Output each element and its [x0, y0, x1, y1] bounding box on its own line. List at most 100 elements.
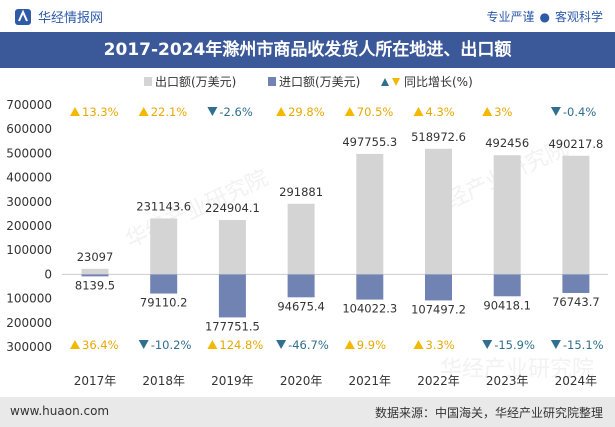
export-growth-label: 4.3%: [426, 105, 455, 119]
data-label-export: 490217.8: [548, 137, 603, 151]
import-growth-label: 9.9%: [357, 338, 386, 352]
bar-import: [81, 274, 109, 277]
bar-export: [493, 155, 521, 275]
huajing-logo-icon: [15, 8, 31, 25]
bar-export: [287, 203, 315, 275]
tagline: 专业严谨 ● 客观科学: [486, 8, 603, 25]
bar-chart: 华经产业研究院华经产业研究院华经产业研究院出口额(万美元)进口额(万美元)同比增…: [6, 75, 608, 388]
data-label-import: 177751.5: [205, 319, 260, 333]
bar-export: [81, 268, 109, 275]
export-growth-label: -0.4%: [563, 105, 596, 119]
growth-up-icon: [482, 107, 493, 116]
legend-swatch-export: [144, 77, 152, 86]
import-growth-label: -46.7%: [288, 338, 329, 352]
x-tick-label: 2021年: [349, 374, 392, 388]
y-tick-label: 300000: [6, 340, 52, 354]
data-label-export: 231143.6: [136, 199, 191, 213]
brand-name: 华经情报网: [38, 11, 104, 26]
data-label-import: 79110.2: [140, 296, 188, 310]
bar-export: [425, 148, 452, 275]
bar-export: [562, 155, 590, 275]
export-growth-label: 13.3%: [82, 105, 119, 119]
growth-up-icon: [70, 107, 80, 116]
legend-label-export: 出口额(万美元): [155, 75, 236, 89]
data-label-export: 224904.1: [205, 201, 260, 215]
growth-up-icon: [138, 107, 149, 116]
x-tick-label: 2024年: [555, 374, 598, 388]
footer-bar: www.huaon.com 数据来源：中国海关，华经产业研究院整理: [0, 397, 615, 427]
y-tick-label: 200000: [6, 219, 52, 233]
data-label-export: 518972.6: [411, 130, 466, 144]
export-growth-label: -2.6%: [219, 105, 252, 119]
legend-up-triangle-icon: [381, 78, 389, 86]
bar-import: [356, 274, 384, 300]
bar-export: [150, 218, 178, 275]
growth-down-icon: [482, 340, 493, 349]
import-growth-label: 124.8%: [219, 338, 263, 352]
growth-down-icon: [138, 340, 149, 349]
data-label-export: 492456: [485, 136, 529, 150]
data-label-import: 107497.2: [411, 302, 466, 316]
x-tick-label: 2017年: [74, 374, 117, 388]
bar-export: [218, 219, 246, 275]
bar-import: [425, 274, 452, 301]
data-label-export: 23097: [77, 250, 114, 264]
growth-down-icon: [207, 107, 218, 116]
data-label-import: 8139.5: [75, 278, 115, 292]
bar-import: [150, 274, 178, 294]
growth-down-icon: [276, 340, 287, 349]
x-tick-label: 2020年: [280, 374, 323, 388]
x-tick-label: 2022年: [417, 374, 460, 388]
y-tick-label: 400000: [6, 171, 52, 185]
bar-import: [562, 274, 590, 293]
brand: 华经情报网: [14, 7, 103, 26]
y-tick-label: 600000: [6, 122, 52, 136]
import-growth-label: -15.1%: [563, 338, 604, 352]
tagline-right: 客观科学: [554, 10, 603, 24]
footer-site: www.huaon.com: [10, 404, 110, 418]
import-growth-label: -15.9%: [494, 338, 535, 352]
import-growth-label: -10.2%: [151, 338, 192, 352]
y-tick-label: 300000: [6, 195, 52, 209]
data-label-import: 76743.7: [552, 295, 600, 309]
bar-import: [287, 274, 315, 298]
legend-swatch-import: [268, 77, 276, 86]
export-growth-label: 22.1%: [151, 105, 188, 119]
data-label-export: 291881: [279, 185, 323, 199]
footer-source: 数据来源：中国海关，华经产业研究院整理: [374, 406, 603, 420]
import-growth-label: 36.4%: [82, 338, 119, 352]
y-tick-label: 100000: [6, 292, 52, 306]
data-label-import: 90418.1: [483, 298, 531, 312]
growth-up-icon: [276, 107, 287, 116]
export-growth-label: 70.5%: [357, 105, 394, 119]
growth-down-icon: [550, 107, 561, 116]
y-tick-label: 700000: [6, 98, 52, 112]
y-tick-label: 200000: [6, 316, 52, 330]
growth-up-icon: [344, 107, 355, 116]
watermark-text: 华经产业研究院: [440, 357, 594, 382]
growth-down-icon: [550, 340, 561, 349]
export-growth-label: 29.8%: [288, 105, 325, 119]
legend-down-triangle-icon: [392, 78, 400, 86]
bar-import: [218, 274, 246, 318]
y-tick-label: 0: [44, 267, 52, 281]
growth-up-icon: [70, 340, 80, 349]
data-label-export: 497755.3: [342, 135, 397, 149]
bar-import: [493, 274, 521, 297]
tagline-left: 专业严谨: [486, 10, 535, 24]
data-label-import: 94675.4: [277, 299, 325, 313]
y-tick-label: 100000: [6, 243, 52, 257]
x-tick-label: 2018年: [142, 374, 185, 388]
tagline-separator: ●: [539, 10, 550, 24]
legend-label-import: 进口额(万美元): [279, 75, 360, 89]
growth-up-icon: [207, 340, 218, 349]
growth-up-icon: [344, 340, 355, 349]
y-tick-label: 500000: [6, 146, 52, 160]
growth-up-icon: [413, 107, 424, 116]
growth-up-icon: [413, 340, 424, 349]
chart-title: 2017-2024年滁州市商品收发货人所在地进、出口额: [0, 32, 615, 68]
x-tick-label: 2019年: [211, 374, 254, 388]
data-label-import: 104022.3: [342, 302, 397, 316]
bar-export: [356, 153, 384, 275]
import-growth-label: 3.3%: [426, 338, 455, 352]
